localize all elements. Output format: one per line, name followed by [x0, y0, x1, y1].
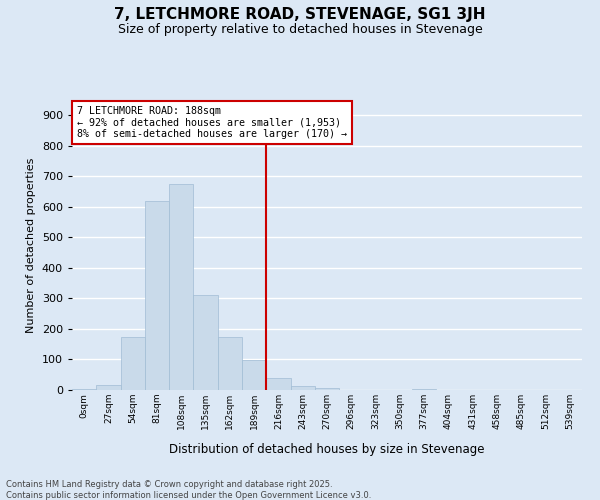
Bar: [72, 389, 96, 390]
Text: Size of property relative to detached houses in Stevenage: Size of property relative to detached ho…: [118, 22, 482, 36]
Bar: [193, 296, 218, 390]
Text: Contains HM Land Registry data © Crown copyright and database right 2025.
Contai: Contains HM Land Registry data © Crown c…: [6, 480, 371, 500]
Bar: [290, 386, 315, 390]
Text: 7, LETCHMORE ROAD, STEVENAGE, SG1 3JH: 7, LETCHMORE ROAD, STEVENAGE, SG1 3JH: [114, 8, 486, 22]
Bar: [218, 336, 242, 390]
Bar: [96, 386, 121, 390]
Bar: [169, 184, 193, 390]
Bar: [145, 200, 169, 390]
Bar: [242, 360, 266, 390]
Bar: [315, 388, 339, 390]
Text: 7 LETCHMORE ROAD: 188sqm
← 92% of detached houses are smaller (1,953)
8% of semi: 7 LETCHMORE ROAD: 188sqm ← 92% of detach…: [77, 106, 347, 139]
Bar: [266, 378, 290, 390]
Bar: [121, 336, 145, 390]
Bar: [412, 389, 436, 390]
Y-axis label: Number of detached properties: Number of detached properties: [26, 158, 36, 332]
Text: Distribution of detached houses by size in Stevenage: Distribution of detached houses by size …: [169, 442, 485, 456]
